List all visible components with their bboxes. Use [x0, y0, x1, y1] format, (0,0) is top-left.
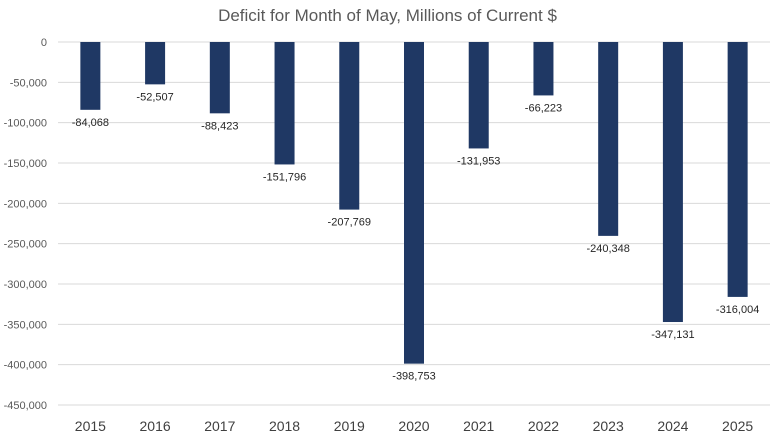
bar	[404, 42, 424, 364]
chart-title: Deficit for Month of May, Millions of Cu…	[218, 6, 557, 25]
data-label: -52,507	[136, 91, 173, 103]
data-label: -398,753	[392, 371, 435, 383]
x-category-label: 2024	[657, 418, 688, 434]
data-label: -240,348	[586, 243, 629, 255]
data-label: -66,223	[525, 102, 562, 114]
bar	[727, 42, 748, 297]
bar	[80, 42, 101, 110]
x-category-label: 2022	[528, 418, 559, 434]
bar	[598, 42, 619, 236]
y-tick-label: -100,000	[4, 118, 47, 130]
y-tick-label: -200,000	[4, 198, 47, 210]
bar	[209, 42, 230, 114]
bar	[533, 42, 554, 96]
data-label: -207,769	[328, 217, 371, 229]
y-tick-label: -250,000	[4, 239, 47, 251]
data-label: -347,131	[651, 329, 694, 341]
x-category-label: 2019	[334, 418, 365, 434]
y-tick-label: -450,000	[4, 400, 47, 412]
x-category-label: 2017	[204, 418, 235, 434]
y-tick-label: -50,000	[10, 77, 47, 89]
x-category-label: 2016	[140, 418, 171, 434]
y-axis-tick-labels: 0 -50,000 -100,000 -150,000 -200,000 -250,000…	[4, 37, 47, 412]
bar	[662, 42, 683, 323]
y-tick-label: 0	[41, 37, 47, 49]
x-category-label: 2018	[269, 418, 300, 434]
data-labels: -84,068 -52,507 -88,423 -151,796 -207,769 -39…	[72, 91, 760, 382]
x-category-label: 2020	[398, 418, 429, 434]
data-label: -151,796	[263, 171, 306, 183]
x-category-label: 2023	[593, 418, 624, 434]
data-label: -84,068	[72, 117, 109, 129]
y-tick-label: -300,000	[4, 279, 47, 291]
bar	[468, 42, 489, 149]
x-category-label: 2021	[463, 418, 494, 434]
bar	[145, 42, 166, 85]
y-tick-label: -400,000	[4, 360, 47, 372]
bar	[274, 42, 295, 165]
y-tick-label: -150,000	[4, 158, 47, 170]
data-label: -88,423	[201, 120, 238, 132]
x-category-label: 2015	[75, 418, 106, 434]
bar	[339, 42, 360, 210]
bars	[80, 42, 748, 364]
data-label: -131,953	[457, 155, 500, 167]
x-axis-category-labels: 2015 2016 2017 2018 2019 2020 2021 2022 2023 2024…	[75, 418, 754, 434]
x-category-label: 2025	[722, 418, 753, 434]
data-label: -316,004	[716, 304, 759, 316]
y-tick-label: -350,000	[4, 319, 47, 331]
